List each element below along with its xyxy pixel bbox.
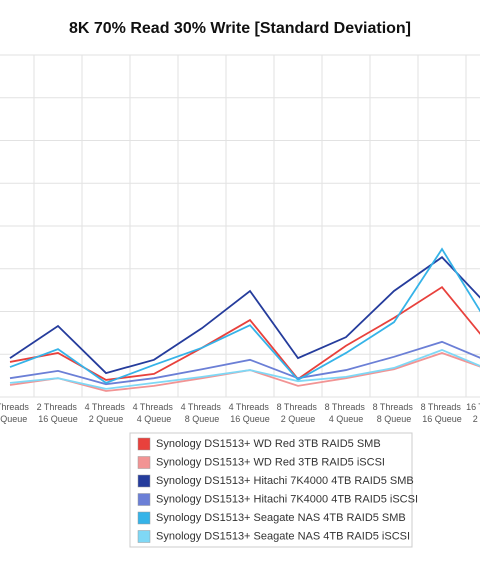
x-tick-label: 8 Threads 8 Queue <box>373 402 416 424</box>
legend-swatch <box>137 456 151 469</box>
series-line <box>9 247 480 384</box>
legend-label: Synology DS1513+ Seagate NAS 4TB RAID5 S… <box>156 512 406 524</box>
legend-swatch <box>137 474 151 488</box>
legend-box <box>129 432 413 548</box>
legend-label: Synology DS1513+ Seagate NAS 4TB RAID5 i… <box>156 530 410 542</box>
x-tick-label: 4 Threads 8 Queue <box>181 402 224 424</box>
series-line <box>9 256 480 375</box>
series-line <box>9 340 480 386</box>
legend-swatch <box>137 437 151 451</box>
x-tick-label: 4 Threads 2 Queue <box>85 402 128 424</box>
legend-swatch <box>137 493 151 506</box>
x-tick-label: 4 Threads 16 Queue <box>229 402 272 424</box>
x-tick-label: 2 Threads 16 Queue <box>37 402 80 424</box>
chart-title: 8K 70% Read 30% Write [Standard Deviatio… <box>69 20 411 37</box>
legend-label: Synology DS1513+ Hitachi 7K4000 4TB RAID… <box>156 493 418 505</box>
legend-label: Synology DS1513+ Hitachi 7K4000 4TB RAID… <box>156 475 414 487</box>
x-tick-label: 8 Threads 4 Queue <box>325 402 368 424</box>
x-tick-label: 8 Threads 16 Queue <box>421 402 464 424</box>
legend-swatch <box>137 530 151 543</box>
x-tick-label: 4 Threads 4 Queue <box>133 402 176 424</box>
series-line <box>9 349 480 390</box>
legend-label: Synology DS1513+ WD Red 3TB RAID5 SMB <box>156 438 381 450</box>
legend-swatch <box>137 511 151 525</box>
x-tick-label: 8 Threads 2 Queue <box>277 402 320 424</box>
x-tick-label: 16 Threads 2 Queue <box>466 402 480 424</box>
x-tick-label: 2 Threads 8 Queue <box>0 402 31 424</box>
series-line <box>9 352 480 392</box>
legend-label: Synology DS1513+ WD Red 3TB RAID5 iSCSI <box>156 456 385 468</box>
